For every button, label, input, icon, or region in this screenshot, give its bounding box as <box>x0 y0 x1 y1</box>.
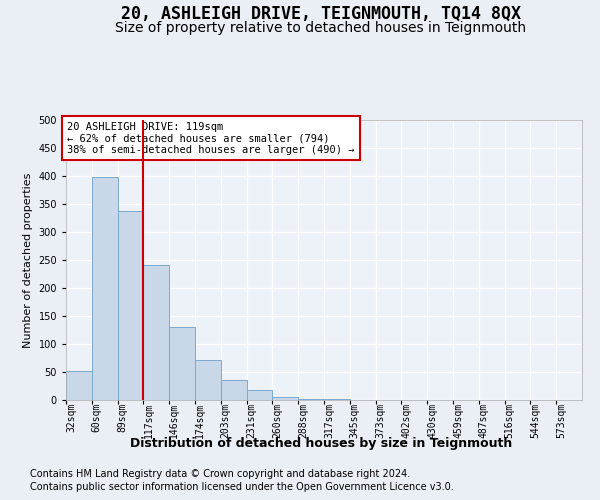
Text: 573sqm: 573sqm <box>556 403 566 438</box>
Bar <box>169 327 195 400</box>
Text: 32sqm: 32sqm <box>66 403 76 432</box>
Text: 373sqm: 373sqm <box>376 403 386 438</box>
Text: 20, ASHLEIGH DRIVE, TEIGNMOUTH, TQ14 8QX: 20, ASHLEIGH DRIVE, TEIGNMOUTH, TQ14 8QX <box>121 5 521 23</box>
Text: 516sqm: 516sqm <box>505 403 515 438</box>
Text: Contains HM Land Registry data © Crown copyright and database right 2024.: Contains HM Land Registry data © Crown c… <box>30 469 410 479</box>
Bar <box>272 397 298 400</box>
Text: 20 ASHLEIGH DRIVE: 119sqm
← 62% of detached houses are smaller (794)
38% of semi: 20 ASHLEIGH DRIVE: 119sqm ← 62% of detac… <box>67 122 355 155</box>
Bar <box>221 380 247 400</box>
Text: 402sqm: 402sqm <box>401 403 412 438</box>
Text: 146sqm: 146sqm <box>169 403 179 438</box>
Bar <box>143 265 169 400</box>
Y-axis label: Number of detached properties: Number of detached properties <box>23 172 33 348</box>
Text: 117sqm: 117sqm <box>143 403 154 438</box>
Text: 487sqm: 487sqm <box>479 403 489 438</box>
Text: Size of property relative to detached houses in Teignmouth: Size of property relative to detached ho… <box>115 21 527 35</box>
Bar <box>66 371 92 400</box>
Bar <box>247 390 272 400</box>
Text: 60sqm: 60sqm <box>92 403 102 432</box>
Text: 288sqm: 288sqm <box>298 403 308 438</box>
Bar <box>298 399 324 400</box>
Text: 544sqm: 544sqm <box>530 403 541 438</box>
Text: Contains public sector information licensed under the Open Government Licence v3: Contains public sector information licen… <box>30 482 454 492</box>
Text: 174sqm: 174sqm <box>195 403 205 438</box>
Text: 260sqm: 260sqm <box>272 403 283 438</box>
Bar <box>118 210 143 400</box>
Text: 203sqm: 203sqm <box>221 403 231 438</box>
Text: 345sqm: 345sqm <box>350 403 360 438</box>
Text: 430sqm: 430sqm <box>427 403 437 438</box>
Text: 89sqm: 89sqm <box>118 403 128 432</box>
Text: 459sqm: 459sqm <box>453 403 463 438</box>
Bar <box>195 360 221 400</box>
Text: Distribution of detached houses by size in Teignmouth: Distribution of detached houses by size … <box>130 438 512 450</box>
Text: 317sqm: 317sqm <box>324 403 334 438</box>
Bar <box>92 176 118 400</box>
Text: 231sqm: 231sqm <box>247 403 257 438</box>
